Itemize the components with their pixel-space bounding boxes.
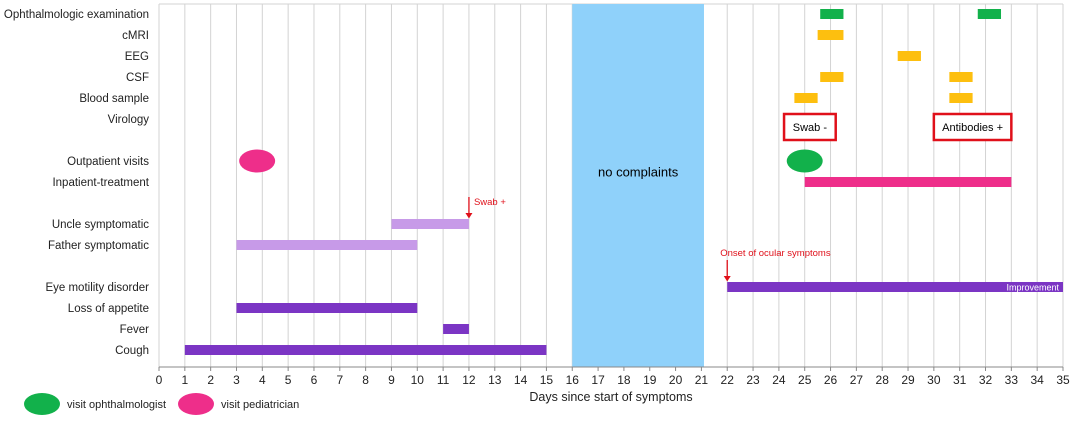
bar-label-improvement: Improvement: [1006, 283, 1059, 293]
x-axis: 0 1 2 3 4 5 6 7 8 9 10 11 12 13 14 15 16 17 18 19 20 21 22 23 24…: [156, 366, 1070, 387]
x-tick-label: 16: [566, 373, 580, 387]
bar-pink: [804, 177, 1012, 187]
bar-yellow: [820, 72, 844, 82]
row-label: Fever: [120, 324, 150, 336]
legend-label: visit ophthalmologist: [67, 399, 166, 411]
row-label: Eye motility disorder: [45, 282, 149, 294]
x-tick-label: 12: [462, 373, 476, 387]
x-tick-label: 0: [156, 373, 163, 387]
visit-ophthalmologist-marker: [786, 149, 823, 173]
x-tick-label: 33: [1005, 373, 1019, 387]
x-tick-label: 2: [207, 373, 214, 387]
no-complaints-label: no complaints: [598, 165, 679, 180]
x-tick-label: 19: [643, 373, 657, 387]
x-tick-label: 26: [824, 373, 838, 387]
x-tick-label: 4: [259, 373, 266, 387]
annotation-arrow-head: [723, 276, 731, 282]
bars-layer: [184, 9, 1063, 355]
row-label: Cough: [115, 345, 149, 357]
x-tick-label: 21: [695, 373, 709, 387]
bar-yellow: [794, 93, 818, 103]
x-tick-label: 23: [746, 373, 760, 387]
bar-yellow: [949, 72, 973, 82]
bar-purple_dark: [727, 282, 1063, 292]
x-tick-label: 28: [876, 373, 890, 387]
annotation-label: Onset of ocular symptoms: [720, 248, 831, 259]
row-label: EEG: [125, 51, 149, 63]
x-axis-title: Days since start of symptoms: [529, 390, 692, 404]
x-tick-label: 7: [336, 373, 343, 387]
x-tick-label: 8: [362, 373, 369, 387]
x-tick-label: 9: [388, 373, 395, 387]
x-tick-label: 1: [181, 373, 188, 387]
bar-yellow: [897, 51, 921, 61]
virology-box-label: Antibodies +: [942, 122, 1003, 134]
x-tick-label: 3: [233, 373, 240, 387]
legend-label: visit pediatrician: [221, 399, 299, 411]
virology-box: [932, 112, 1013, 142]
legend: visit ophthalmologist visit pediatrician: [24, 393, 299, 415]
x-tick-label: 13: [488, 373, 502, 387]
x-tick-label: 6: [311, 373, 318, 387]
row-label: CSF: [126, 72, 149, 84]
row-label: Blood sample: [79, 93, 149, 105]
x-tick-label: 17: [591, 373, 605, 387]
row-label: Father symptomatic: [48, 240, 149, 252]
x-tick-label: 14: [514, 373, 528, 387]
x-tick-label: 18: [617, 373, 631, 387]
bar-purple_dark: [184, 345, 547, 355]
x-tick-label: 10: [411, 373, 425, 387]
x-tick-label: 34: [1030, 373, 1044, 387]
x-tick-label: 11: [437, 373, 450, 387]
bar-purple_dark: [236, 303, 418, 313]
bar-green: [820, 9, 844, 19]
x-tick-label: 35: [1056, 373, 1070, 387]
no-complaints-period: no complaints: [572, 4, 704, 367]
x-tick-label: 27: [850, 373, 864, 387]
bar-purple_light: [391, 219, 469, 229]
bar-purple_dark: [443, 324, 469, 334]
annotation-label: Swab +: [474, 197, 506, 208]
virology-box-label: Swab -: [793, 122, 828, 134]
legend-marker-pink: [178, 393, 214, 415]
bar-yellow: [817, 30, 844, 40]
row-label: Inpatient-treatment: [52, 177, 149, 189]
annotation-arrow-head: [465, 213, 473, 219]
row-labels: Ophthalmologic examination cMRI EEG CSF Bloo…: [4, 9, 150, 357]
x-tick-label: 24: [772, 373, 786, 387]
bar-purple_light: [236, 240, 418, 250]
x-tick-label: 5: [285, 373, 292, 387]
x-tick-label: 30: [927, 373, 941, 387]
bar-yellow: [949, 93, 973, 103]
visit-pediatrician-marker: [239, 149, 276, 173]
row-label: cMRI: [122, 30, 149, 42]
x-tick-label: 25: [798, 373, 812, 387]
x-tick-label: 22: [721, 373, 735, 387]
row-label: Loss of appetite: [68, 303, 149, 315]
row-label: Virology: [108, 114, 150, 126]
x-tick-label: 29: [901, 373, 915, 387]
bar-green: [977, 9, 1002, 19]
row-label: Uncle symptomatic: [52, 219, 149, 231]
no-complaints-shade: [572, 4, 704, 367]
x-tick-label: 32: [979, 373, 993, 387]
x-tick-label: 31: [953, 373, 967, 387]
x-tick-label: 15: [540, 373, 554, 387]
row-label: Outpatient visits: [67, 156, 149, 168]
row-label: Ophthalmologic examination: [4, 9, 149, 21]
annotations-layer: Swab - Antibodies + Swab + Onset of ocular …: [465, 112, 1059, 293]
virology-box: [782, 112, 837, 142]
legend-marker-green: [24, 393, 60, 415]
x-tick-label: 20: [669, 373, 683, 387]
